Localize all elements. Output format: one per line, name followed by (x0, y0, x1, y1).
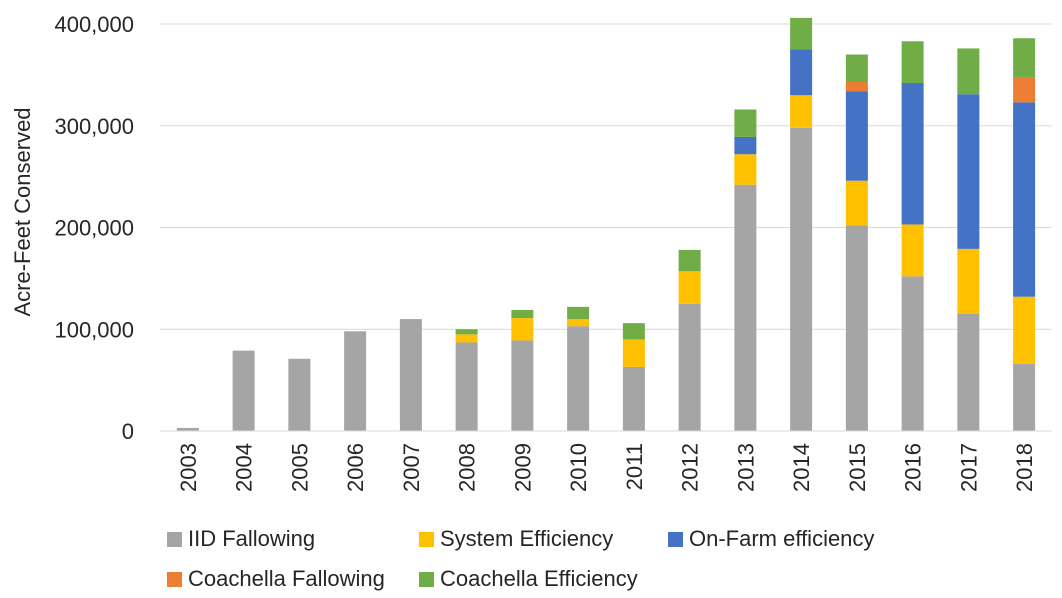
y-tick-label: 0 (122, 419, 134, 444)
bar-segment (845, 81, 868, 92)
bar-segment (567, 326, 590, 431)
bar-segment (511, 309, 534, 319)
bar-segment (455, 329, 478, 335)
x-tick-label: 2007 (399, 443, 424, 492)
bar-segment (957, 313, 980, 431)
bar-segment (734, 109, 757, 137)
x-tick-label: 2006 (343, 443, 368, 492)
bar-segment (901, 224, 924, 277)
bar-segment (845, 225, 868, 431)
bar-segment (1013, 296, 1036, 364)
bar-segment (901, 83, 924, 225)
x-tick-label: 2017 (956, 443, 981, 492)
bar-segment (176, 427, 199, 431)
x-tick-label: 2008 (455, 443, 480, 492)
bar-segment (957, 248, 980, 314)
x-tick-label: 2013 (733, 443, 758, 492)
bar-segment (511, 340, 534, 431)
y-tick-label: 100,000 (54, 317, 134, 342)
bar-segment (1013, 102, 1036, 297)
bar-segment (734, 154, 757, 185)
x-tick-label: 2011 (622, 443, 647, 490)
bar-segment (678, 249, 701, 272)
y-axis-title: Acre-Feet Conserved (10, 107, 35, 316)
x-tick-label: 2015 (845, 443, 870, 492)
bar-segment (901, 41, 924, 84)
x-tick-label: 2014 (789, 443, 814, 492)
x-tick-label: 2005 (287, 443, 312, 492)
bar-segment (567, 319, 590, 327)
bars (176, 17, 1036, 431)
x-tick-label: 2018 (1012, 443, 1037, 492)
x-tick-label: 2009 (510, 443, 535, 492)
bar-segment (567, 306, 590, 320)
x-tick-label: 2003 (176, 443, 201, 492)
bar-segment (790, 95, 813, 128)
bar-segment (1013, 76, 1036, 103)
bar-segment (399, 319, 422, 431)
y-tick-labels: 0 100,000 200,000 300,000 400,000 (54, 12, 134, 444)
bar-segment (678, 271, 701, 304)
bar-segment (845, 91, 868, 181)
bar-segment (288, 358, 311, 431)
bar-segment (957, 94, 980, 249)
bar-segment (845, 54, 868, 82)
x-tick-labels: 2003 2004 2005 2006 2007 2008 2009 2010 2011 2012… (176, 443, 1037, 492)
y-tick-label: 400,000 (54, 12, 134, 37)
x-tick-label: 2012 (678, 443, 703, 492)
bar-segment (734, 184, 757, 431)
y-tick-label: 200,000 (54, 216, 134, 241)
bar-segment (790, 49, 813, 96)
bar-segment (622, 366, 645, 431)
bar-segment (1013, 38, 1036, 77)
bar-segment (455, 334, 478, 343)
bar-segment (622, 339, 645, 367)
bar-segment (678, 303, 701, 431)
x-tick-label: 2016 (901, 443, 926, 492)
bar-segment (790, 17, 813, 50)
bar-segment (957, 48, 980, 95)
bar-segment (734, 136, 757, 155)
bar-segment (790, 127, 813, 431)
y-tick-label: 300,000 (54, 114, 134, 139)
x-tick-label: 2010 (566, 443, 591, 492)
bar-segment (232, 350, 255, 431)
bar-segment (344, 331, 367, 431)
bar-segment (511, 318, 534, 341)
x-tick-label: 2004 (232, 443, 257, 492)
bar-segment (622, 323, 645, 340)
bar-segment (845, 180, 868, 226)
bar-segment (1013, 363, 1036, 431)
bar-segment (901, 276, 924, 431)
bar-segment (455, 342, 478, 431)
